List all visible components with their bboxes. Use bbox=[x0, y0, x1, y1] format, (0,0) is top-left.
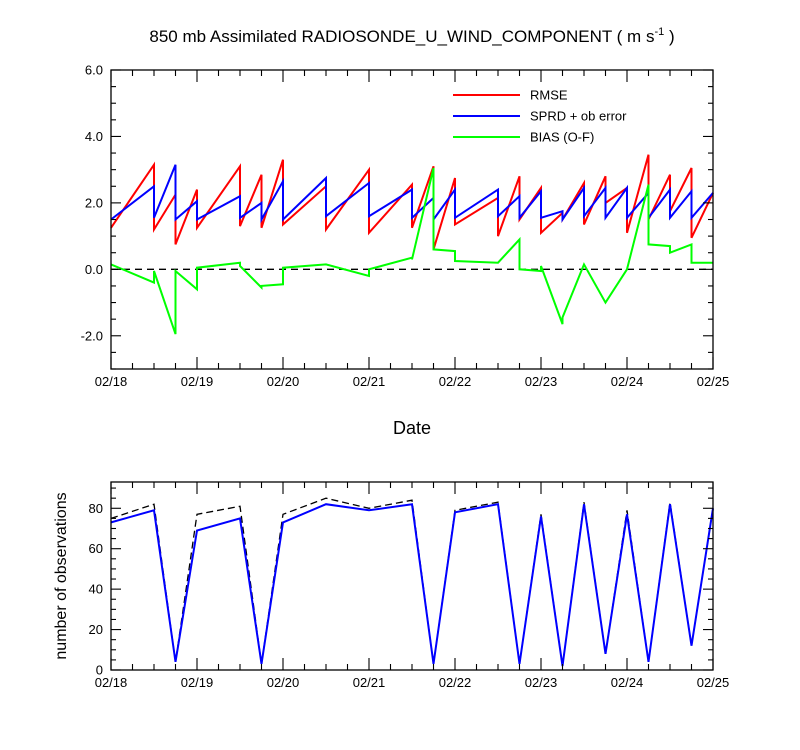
top-x-tick-labels: 02/18 02/19 02/20 02/21 02/22 02/23 02/24 02/25 bbox=[95, 374, 730, 389]
bottom-x-tick-label: 02/23 bbox=[525, 675, 558, 690]
chart-title-units-sup: -1 bbox=[654, 26, 664, 38]
top-plot-area bbox=[110, 69, 714, 370]
bottom-x-tick-label: 02/19 bbox=[181, 675, 214, 690]
bottom-x-tick-labels: 02/18 02/19 02/20 02/21 02/22 02/23 02/24 02/25 bbox=[95, 675, 730, 690]
top-x-tick-label: 02/24 bbox=[611, 374, 644, 389]
top-x-tick-label: 02/19 bbox=[181, 374, 214, 389]
bottom-y-tick-label: 40 bbox=[89, 582, 103, 597]
bottom-x-tick-label: 02/21 bbox=[353, 675, 386, 690]
chart-title: 850 mb Assimilated RADIOSONDE_U_WIND_COM… bbox=[149, 26, 674, 46]
top-x-tick-label: 02/22 bbox=[439, 374, 472, 389]
observation-count-panel: 02/18 02/19 02/20 02/21 02/22 02/23 02/24 02/25… bbox=[53, 481, 730, 690]
top-y-tick-label: 4.0 bbox=[85, 129, 103, 144]
top-x-tick-label: 02/21 bbox=[353, 374, 386, 389]
chart-title-main: 850 mb Assimilated RADIOSONDE_U_WIND_COM… bbox=[149, 27, 654, 46]
top-x-tick-label: 02/25 bbox=[697, 374, 730, 389]
bottom-y-tick-label: 20 bbox=[89, 622, 103, 637]
bottom-plot-area bbox=[110, 481, 714, 671]
legend-label-2: BIAS (O-F) bbox=[530, 130, 594, 145]
top-y-tick-label: 2.0 bbox=[85, 195, 103, 210]
chart-title-close: ) bbox=[664, 27, 674, 46]
top-series-bias-o-f bbox=[110, 167, 713, 335]
bottom-y-tick-label: 80 bbox=[89, 501, 103, 516]
bottom-x-tick-label: 02/25 bbox=[697, 675, 730, 690]
legend-label-0: RMSE bbox=[530, 88, 568, 103]
bottom-y-tick-label: 0 bbox=[96, 663, 103, 678]
top-x-tick-label: 02/20 bbox=[267, 374, 300, 389]
bottom-series-possible bbox=[110, 497, 714, 667]
top-y-tick-label: 0.0 bbox=[85, 262, 103, 277]
bottom-y-tick-label: 60 bbox=[89, 541, 103, 556]
bottom-x-tick-label: 02/24 bbox=[611, 675, 644, 690]
top-x-tick-label: 02/23 bbox=[525, 374, 558, 389]
top-y-tick-label: 6.0 bbox=[85, 63, 103, 78]
bottom-series-used bbox=[110, 503, 714, 667]
top-series-sprd-ob-error bbox=[110, 164, 714, 224]
top-y-tick-labels: -2.0 0.0 2.0 4.0 6.0 bbox=[81, 63, 103, 344]
bottom-x-tick-label: 02/22 bbox=[439, 675, 472, 690]
bottom-y-tick-labels: 0 20 40 60 80 bbox=[89, 501, 103, 678]
bottom-x-tick-label: 02/20 bbox=[267, 675, 300, 690]
legend-label-1: SPRD + ob error bbox=[530, 109, 627, 124]
top-x-axis-title: Date bbox=[393, 418, 431, 438]
bottom-x-tick-label: 02/18 bbox=[95, 675, 128, 690]
top-x-tick-label: 02/18 bbox=[95, 374, 128, 389]
legend: RMSE SPRD + ob error BIAS (O-F) bbox=[453, 88, 627, 145]
top-y-tick-label: -2.0 bbox=[81, 328, 103, 343]
bottom-y-axis-title: number of observations bbox=[53, 492, 70, 659]
rmse-spread-bias-panel: 02/18 02/19 02/20 02/21 02/22 02/23 02/24 02/25… bbox=[81, 63, 730, 439]
